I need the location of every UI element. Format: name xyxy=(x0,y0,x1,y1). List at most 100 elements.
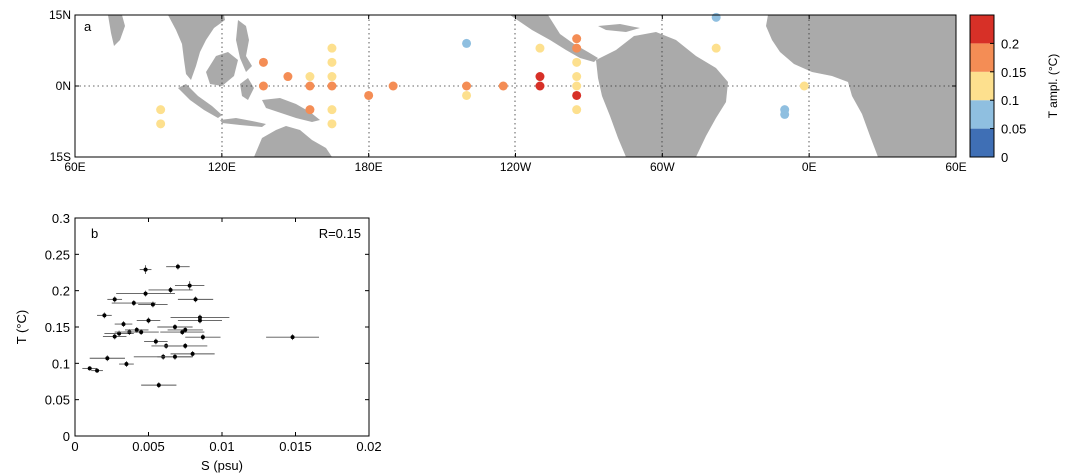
land-philippines xyxy=(236,20,252,72)
map-grid xyxy=(75,15,956,157)
land-south-america xyxy=(596,32,728,157)
map-buoy-point xyxy=(258,57,268,67)
scatter-marker xyxy=(102,313,107,318)
scatter-marker xyxy=(146,318,151,323)
map-buoy-point xyxy=(572,105,582,115)
colorbar-frame xyxy=(969,14,995,158)
scatter-marker xyxy=(95,368,100,373)
colorbar-bin xyxy=(970,43,994,72)
scatter-marker xyxy=(180,330,185,335)
map-buoy-point xyxy=(462,90,472,100)
map-buoy-point xyxy=(305,72,315,82)
land-sumatra xyxy=(178,84,222,118)
map-y-tick-label: 0N xyxy=(56,79,71,93)
land-madagascar xyxy=(926,130,940,157)
colorbar-tick-label: 0.2 xyxy=(1001,36,1019,51)
scatter-point xyxy=(144,338,168,345)
colorbar-ticks: 0 0.05 0.1 0.15 0.2 xyxy=(990,36,1026,165)
scatter-marker xyxy=(131,301,136,306)
scatter-y-tick-label: 0.25 xyxy=(45,247,70,262)
map-buoy-point xyxy=(799,81,809,91)
scatter-marker xyxy=(183,343,188,348)
map-buoy-point xyxy=(572,43,582,53)
map-buoy-point xyxy=(156,119,166,129)
map-x-tick-label: 120W xyxy=(500,160,532,174)
map-buoy-point xyxy=(327,119,337,129)
map-x-tick-label: 120E xyxy=(208,160,236,174)
map-buoy-point xyxy=(572,81,582,91)
scatter-marker xyxy=(156,383,161,388)
scatter-marker xyxy=(143,267,148,272)
scatter-point xyxy=(102,333,127,340)
scatter-marker xyxy=(172,325,177,329)
scatter-marker xyxy=(134,327,139,332)
scatter-point xyxy=(138,301,168,308)
scatter-x-tick-label: 0.005 xyxy=(132,439,165,454)
panel-a-label: a xyxy=(84,19,92,34)
scatter-point xyxy=(167,327,203,333)
map-buoy-point xyxy=(711,12,721,22)
scatter-y-tick-label: 0.05 xyxy=(45,393,70,408)
scatter-marker xyxy=(290,335,295,340)
scatter-marker xyxy=(168,287,173,292)
map-buoy-point xyxy=(258,81,268,91)
scatter-point xyxy=(141,382,177,389)
map-buoy-point xyxy=(283,72,293,82)
map-x-tick-label: 60E xyxy=(945,160,966,174)
scatter-x-tick-label: 0.015 xyxy=(279,439,312,454)
scatter-y-tick-label: 0.3 xyxy=(52,211,70,226)
map-buoy-point xyxy=(572,57,582,67)
colorbar-tick-label: 0.1 xyxy=(1001,93,1019,108)
map-x-tick-label: 60E xyxy=(64,160,85,174)
scatter-marker xyxy=(143,291,148,296)
scatter-y-axis-title: T (°C) xyxy=(14,310,29,345)
scatter-marker xyxy=(112,334,117,339)
scatter-marker xyxy=(150,302,155,307)
map-buoy-point xyxy=(305,81,315,91)
map-buoy-point xyxy=(498,81,508,91)
scatter-marker xyxy=(172,354,177,359)
scatter-marker xyxy=(190,351,195,356)
land-java xyxy=(220,118,266,127)
colorbar-bin xyxy=(970,100,994,129)
scatter-marker xyxy=(200,335,205,340)
scatter-x-tick-label: 0 xyxy=(71,439,78,454)
map-buoy-point xyxy=(327,43,337,53)
scatter-point xyxy=(177,317,222,324)
colorbar-tick-label: 0.05 xyxy=(1001,122,1026,137)
scatter-point xyxy=(177,296,214,303)
scatter-frame xyxy=(74,217,370,437)
colorbar-tick-label: 0.15 xyxy=(1001,65,1026,80)
scatter-marker xyxy=(183,327,188,332)
scatter-point xyxy=(170,350,215,357)
map-buoy-point xyxy=(711,43,721,53)
map-x-tick-label: 60W xyxy=(650,160,675,174)
scatter-marker xyxy=(121,322,126,327)
colorbar-title: T ampl. (°C) xyxy=(1046,54,1060,119)
panel-b-scatter: 0 0.005 0.01 0.015 0.02 0 0.05 0.1 0.15 0.2 0.25 0.… xyxy=(14,211,382,473)
scatter-marker xyxy=(139,330,144,335)
scatter-x-tick-label: 0.01 xyxy=(209,439,234,454)
map-buoy-point xyxy=(327,72,337,82)
map-points xyxy=(156,12,809,129)
map-buoy-point xyxy=(572,34,582,44)
map-buoy-point xyxy=(462,38,472,48)
map-x-tick-label: 0E xyxy=(802,160,817,174)
colorbar-bins xyxy=(970,15,994,157)
scatter-y-tick-label: 0 xyxy=(63,429,70,444)
land-new-guinea xyxy=(262,98,320,122)
correlation-annotation: R=0.15 xyxy=(319,226,361,241)
land-india xyxy=(108,15,125,46)
scatter-point xyxy=(82,366,98,371)
scatter-point xyxy=(114,321,133,327)
scatter-x-axis-title: S (psu) xyxy=(201,458,243,473)
scatter-marker xyxy=(187,283,192,288)
colorbar-bin xyxy=(970,15,994,44)
colorbar-bin xyxy=(970,71,994,101)
map-y-tick-label: 15N xyxy=(49,8,71,22)
scatter-point xyxy=(111,300,156,306)
scatter-marker xyxy=(117,331,122,336)
map-buoy-point xyxy=(572,90,582,100)
